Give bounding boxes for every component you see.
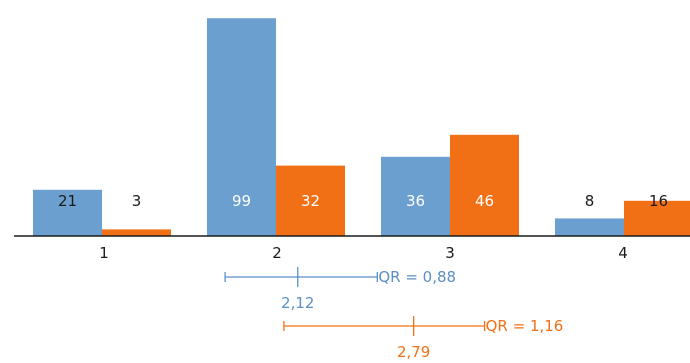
bar-series2-cat2 [276,165,345,236]
bar-series1-cat1 [33,189,102,236]
bars-group: 21 99 36 8 3 32 46 16 [33,18,690,237]
qr-label-1: QR = 0,88 [378,268,456,286]
x-tick-label-4: 4 [618,244,628,262]
data-label-series1-cat3: 36 [406,192,425,210]
data-label-series1-cat1: 21 [58,192,77,210]
bar-series2-cat3 [450,134,519,236]
data-label-series2-cat3: 46 [475,192,494,210]
bar-series2-cat4 [624,200,690,236]
data-label-series2-cat4: 16 [649,192,668,210]
x-tick-labels: 1 2 3 4 [99,244,628,262]
bar-series2-cat1 [102,229,171,236]
qr-label-2: QR = 1,16 [486,317,564,335]
bar-series1-cat3 [381,156,450,236]
bar-series1-cat4 [555,218,624,236]
data-label-series1-cat4: 8 [585,192,595,210]
mean-label-1: 2,12 [281,294,314,312]
x-tick-label-1: 1 [99,244,109,262]
summary-markers: QR = 0,88 2,12 QR = 1,16 2,79 [224,267,564,361]
data-label-series2-cat1: 3 [132,192,142,210]
data-label-series2-cat2: 32 [301,192,320,210]
bar-series1-cat2 [207,18,276,237]
data-label-series1-cat2: 99 [232,192,251,210]
x-tick-label-3: 3 [445,244,455,262]
x-tick-label-2: 2 [272,244,282,262]
mean-label-2: 2,79 [397,343,430,361]
